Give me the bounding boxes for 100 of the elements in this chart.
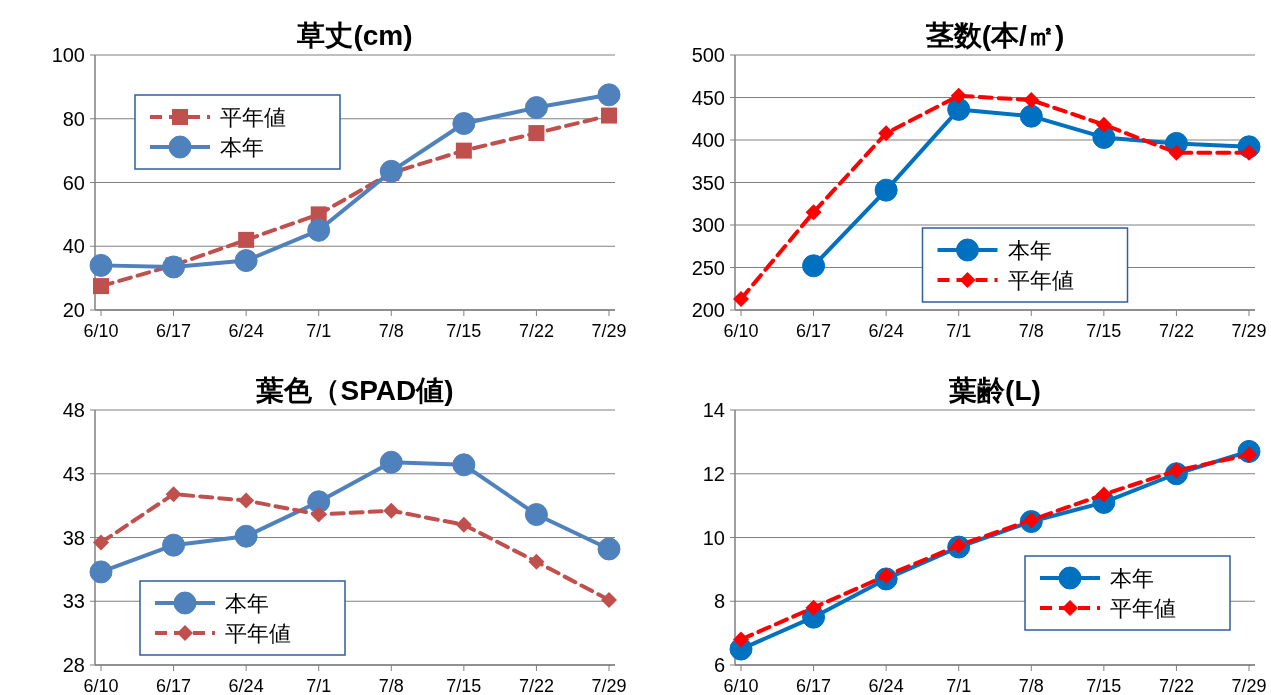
point xyxy=(234,249,258,273)
y-tick-label: 6 xyxy=(713,654,725,676)
x-tick-label: 6/10 xyxy=(83,321,119,341)
x-tick-label: 7/29 xyxy=(1231,321,1267,341)
y-tick-label: 43 xyxy=(62,462,85,485)
x-tick-label: 7/8 xyxy=(378,321,404,341)
x-tick-label: 6/17 xyxy=(796,321,832,341)
point xyxy=(452,453,476,477)
point xyxy=(805,599,822,616)
y-tick-label: 12 xyxy=(702,462,725,485)
x-tick-label: 7/29 xyxy=(591,676,627,695)
x-tick-label: 6/24 xyxy=(868,321,904,341)
point xyxy=(455,142,472,159)
x-tick-label: 6/10 xyxy=(723,321,759,341)
y-tick-label: 450 xyxy=(691,86,725,109)
y-tick-label: 33 xyxy=(62,590,85,613)
legend-label: 平年値 xyxy=(1110,596,1176,621)
x-tick-label: 7/15 xyxy=(1086,676,1122,695)
point xyxy=(874,178,898,202)
y-tick-label: 8 xyxy=(713,590,725,613)
point xyxy=(93,534,109,551)
x-tick-label: 7/8 xyxy=(1018,676,1044,695)
point xyxy=(601,107,617,124)
point xyxy=(947,97,971,121)
x-tick-label: 7/15 xyxy=(1086,321,1122,341)
point xyxy=(452,112,476,136)
point xyxy=(597,83,621,107)
point xyxy=(310,506,327,523)
point xyxy=(93,278,109,295)
y-tick-label: 350 xyxy=(691,171,725,194)
x-tick-label: 7/29 xyxy=(591,321,627,341)
y-tick-label: 10 xyxy=(702,526,725,549)
y-tick-label: 100 xyxy=(51,44,85,66)
y-tick-label: 250 xyxy=(691,256,725,279)
y-tick-label: 80 xyxy=(62,107,85,130)
point xyxy=(524,503,548,527)
point xyxy=(307,490,331,514)
point xyxy=(379,450,403,474)
y-tick-label: 60 xyxy=(62,171,85,194)
chart-title: 葉色（SPAD値) xyxy=(255,375,454,406)
x-tick-label: 7/1 xyxy=(946,321,972,341)
point xyxy=(528,553,545,570)
x-tick-label: 7/29 xyxy=(1231,676,1267,695)
point xyxy=(1019,104,1043,128)
legend-label: 平年値 xyxy=(1007,268,1074,293)
point xyxy=(524,96,548,120)
y-tick-label: 20 xyxy=(62,299,85,321)
legend-label: 本年 xyxy=(1007,238,1052,263)
x-tick-label: 6/17 xyxy=(796,676,832,695)
point xyxy=(878,125,895,142)
x-tick-label: 7/22 xyxy=(518,321,554,341)
x-tick-label: 7/22 xyxy=(518,676,554,695)
point xyxy=(234,524,258,548)
point xyxy=(379,159,403,183)
point xyxy=(162,533,186,557)
point xyxy=(1095,116,1112,133)
x-tick-label: 7/15 xyxy=(446,321,482,341)
point xyxy=(89,253,113,277)
x-tick-label: 6/24 xyxy=(228,676,264,695)
legend-label: 本年 xyxy=(220,135,264,160)
point xyxy=(1023,92,1040,109)
chart-title: 葉齢(L) xyxy=(948,375,1041,406)
point xyxy=(733,290,749,307)
y-tick-label: 200 xyxy=(691,299,725,321)
point xyxy=(601,591,617,608)
x-tick-label: 6/10 xyxy=(83,676,119,695)
point xyxy=(162,255,186,279)
y-tick-label: 14 xyxy=(702,399,725,421)
y-tick-label: 48 xyxy=(62,399,85,421)
x-tick-label: 7/22 xyxy=(1158,676,1194,695)
x-tick-label: 7/8 xyxy=(1018,321,1044,341)
point xyxy=(238,231,255,248)
point xyxy=(455,516,472,533)
y-tick-label: 40 xyxy=(62,235,85,258)
y-tick-label: 500 xyxy=(691,44,725,66)
legend-label: 本年 xyxy=(1110,566,1154,591)
y-tick-label: 400 xyxy=(691,129,725,151)
point xyxy=(528,125,545,142)
y-tick-label: 38 xyxy=(62,526,85,549)
point xyxy=(165,486,182,503)
x-tick-label: 6/17 xyxy=(156,321,192,341)
point xyxy=(383,502,400,519)
point xyxy=(733,631,749,648)
y-tick-label: 300 xyxy=(691,214,725,236)
x-tick-label: 6/10 xyxy=(723,676,759,695)
legend-label: 平年値 xyxy=(220,105,286,130)
point xyxy=(307,218,331,242)
point xyxy=(805,204,822,221)
chart-title: 草丈(cm) xyxy=(296,20,413,51)
x-tick-label: 7/22 xyxy=(1158,321,1194,341)
x-tick-label: 7/1 xyxy=(306,321,332,341)
point xyxy=(89,560,113,584)
y-tick-label: 28 xyxy=(62,654,85,676)
point xyxy=(238,492,255,509)
point xyxy=(597,537,621,561)
x-tick-label: 7/15 xyxy=(446,676,482,695)
point xyxy=(802,254,826,278)
x-tick-label: 6/17 xyxy=(156,676,192,695)
x-tick-label: 7/1 xyxy=(306,676,332,695)
legend-label: 本年 xyxy=(225,591,269,616)
